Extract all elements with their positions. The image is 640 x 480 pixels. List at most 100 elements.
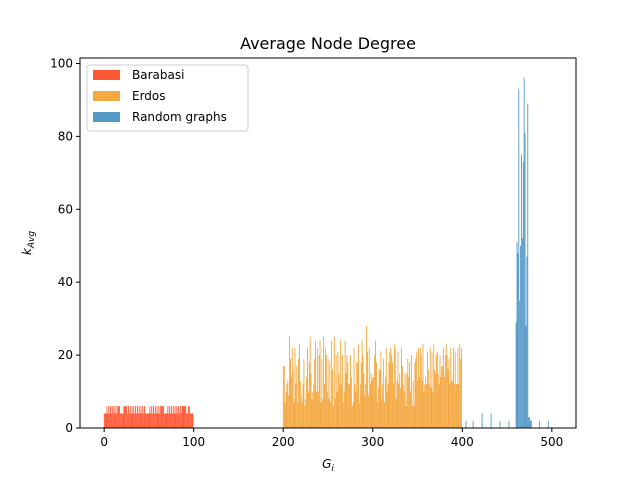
bar-1-195 bbox=[457, 347, 459, 428]
bar-0-51 bbox=[149, 406, 151, 428]
bar-0-22 bbox=[123, 406, 125, 428]
legend: Barabasi Erdos Random graphs bbox=[86, 64, 249, 132]
bar-0-25 bbox=[126, 406, 128, 428]
legend-label: Barabasi bbox=[132, 68, 184, 82]
bar-1-68 bbox=[343, 391, 345, 428]
bar-1-18 bbox=[298, 344, 300, 428]
bar-0-73 bbox=[169, 406, 171, 428]
bar-1-12 bbox=[293, 402, 295, 428]
bar-1-124 bbox=[393, 344, 395, 428]
bar-1-10 bbox=[291, 347, 293, 428]
bar-1-147 bbox=[414, 362, 416, 428]
bar-1-183 bbox=[446, 355, 448, 428]
bar-1-45 bbox=[323, 336, 325, 428]
bar-0-1 bbox=[104, 413, 106, 428]
bar-1-146 bbox=[413, 406, 415, 428]
bar-1-1 bbox=[283, 366, 285, 428]
bar-1-159 bbox=[425, 376, 427, 428]
bar-0-0 bbox=[103, 413, 105, 428]
bar-0-24 bbox=[125, 406, 127, 428]
bar-1-168 bbox=[433, 344, 435, 428]
bar-1-94 bbox=[367, 351, 368, 428]
bar-2-6 bbox=[515, 322, 517, 428]
bar-1-91 bbox=[364, 395, 366, 428]
bar-0-99 bbox=[192, 413, 194, 428]
bar-1-98 bbox=[370, 373, 372, 428]
bar-1-73 bbox=[348, 384, 350, 428]
bar-1-112 bbox=[383, 358, 385, 428]
bar-0-79 bbox=[174, 406, 176, 428]
bar-1-139 bbox=[407, 358, 409, 428]
bar-0-37 bbox=[136, 406, 138, 428]
bar-1-134 bbox=[402, 384, 404, 428]
bar-0-20 bbox=[121, 413, 123, 428]
bar-1-40 bbox=[318, 355, 320, 428]
bar-1-105 bbox=[376, 402, 378, 428]
bar-1-74 bbox=[349, 384, 351, 428]
bar-1-143 bbox=[410, 355, 412, 428]
bar-0-71 bbox=[167, 406, 169, 428]
bar-1-96 bbox=[368, 347, 370, 428]
bar-0-86 bbox=[180, 413, 182, 428]
bar-1-82 bbox=[356, 362, 358, 428]
bar-0-56 bbox=[153, 413, 155, 428]
bar-1-194 bbox=[456, 384, 458, 428]
bar-1-28 bbox=[307, 391, 309, 428]
bar-1-132 bbox=[401, 347, 402, 428]
bar-0-65 bbox=[162, 406, 163, 428]
bar-1-81 bbox=[355, 391, 357, 428]
bar-2-9 bbox=[518, 88, 520, 429]
bar-2-24 bbox=[538, 420, 540, 428]
bar-2-19 bbox=[527, 103, 529, 428]
bar-1-119 bbox=[389, 351, 391, 428]
bar-2-7 bbox=[516, 242, 518, 428]
bar-1-165 bbox=[430, 387, 432, 428]
bar-0-62 bbox=[159, 413, 161, 428]
bar-1-108 bbox=[379, 369, 381, 428]
bar-2-8 bbox=[517, 253, 519, 428]
bar-0-52 bbox=[150, 413, 152, 428]
bar-1-125 bbox=[394, 347, 396, 428]
bar-0-92 bbox=[186, 413, 188, 428]
bar-1-62 bbox=[338, 373, 340, 428]
bar-2-2 bbox=[481, 413, 483, 428]
bar-1-20 bbox=[300, 395, 302, 428]
bar-0-29 bbox=[129, 406, 131, 428]
x-tick-label: 200 bbox=[272, 435, 295, 449]
bar-0-13 bbox=[115, 406, 117, 428]
bar-0-41 bbox=[140, 406, 142, 428]
bar-1-27 bbox=[307, 347, 308, 428]
bar-1-115 bbox=[385, 347, 387, 428]
bar-0-85 bbox=[179, 406, 181, 428]
bar-0-90 bbox=[184, 406, 186, 428]
bar-1-3 bbox=[285, 391, 287, 428]
bar-2-5 bbox=[508, 420, 510, 428]
bar-1-128 bbox=[397, 351, 399, 428]
bar-0-75 bbox=[170, 406, 172, 428]
bar-1-187 bbox=[450, 347, 452, 428]
bar-1-164 bbox=[429, 347, 431, 428]
bar-1-137 bbox=[405, 406, 407, 428]
bar-0-93 bbox=[187, 413, 188, 428]
bar-2-0 bbox=[465, 420, 467, 428]
bar-0-50 bbox=[148, 413, 150, 428]
bar-0-78 bbox=[173, 413, 175, 428]
bar-0-95 bbox=[188, 406, 190, 428]
bar-0-82 bbox=[177, 413, 179, 428]
bar-1-29 bbox=[308, 362, 310, 428]
bar-1-80 bbox=[354, 384, 356, 428]
bar-1-13 bbox=[294, 347, 296, 428]
bar-1-79 bbox=[353, 347, 355, 428]
bar-1-49 bbox=[326, 391, 328, 428]
bar-1-120 bbox=[390, 347, 392, 428]
bar-0-68 bbox=[164, 413, 166, 428]
bar-1-196 bbox=[458, 384, 460, 428]
x-tick-label: 0 bbox=[100, 435, 108, 449]
bar-1-182 bbox=[445, 344, 447, 428]
bar-0-43 bbox=[142, 406, 144, 428]
bar-1-131 bbox=[400, 387, 402, 428]
bar-0-16 bbox=[118, 406, 120, 428]
bar-0-63 bbox=[160, 406, 162, 428]
legend-swatch bbox=[93, 91, 120, 101]
bar-1-152 bbox=[418, 376, 420, 428]
